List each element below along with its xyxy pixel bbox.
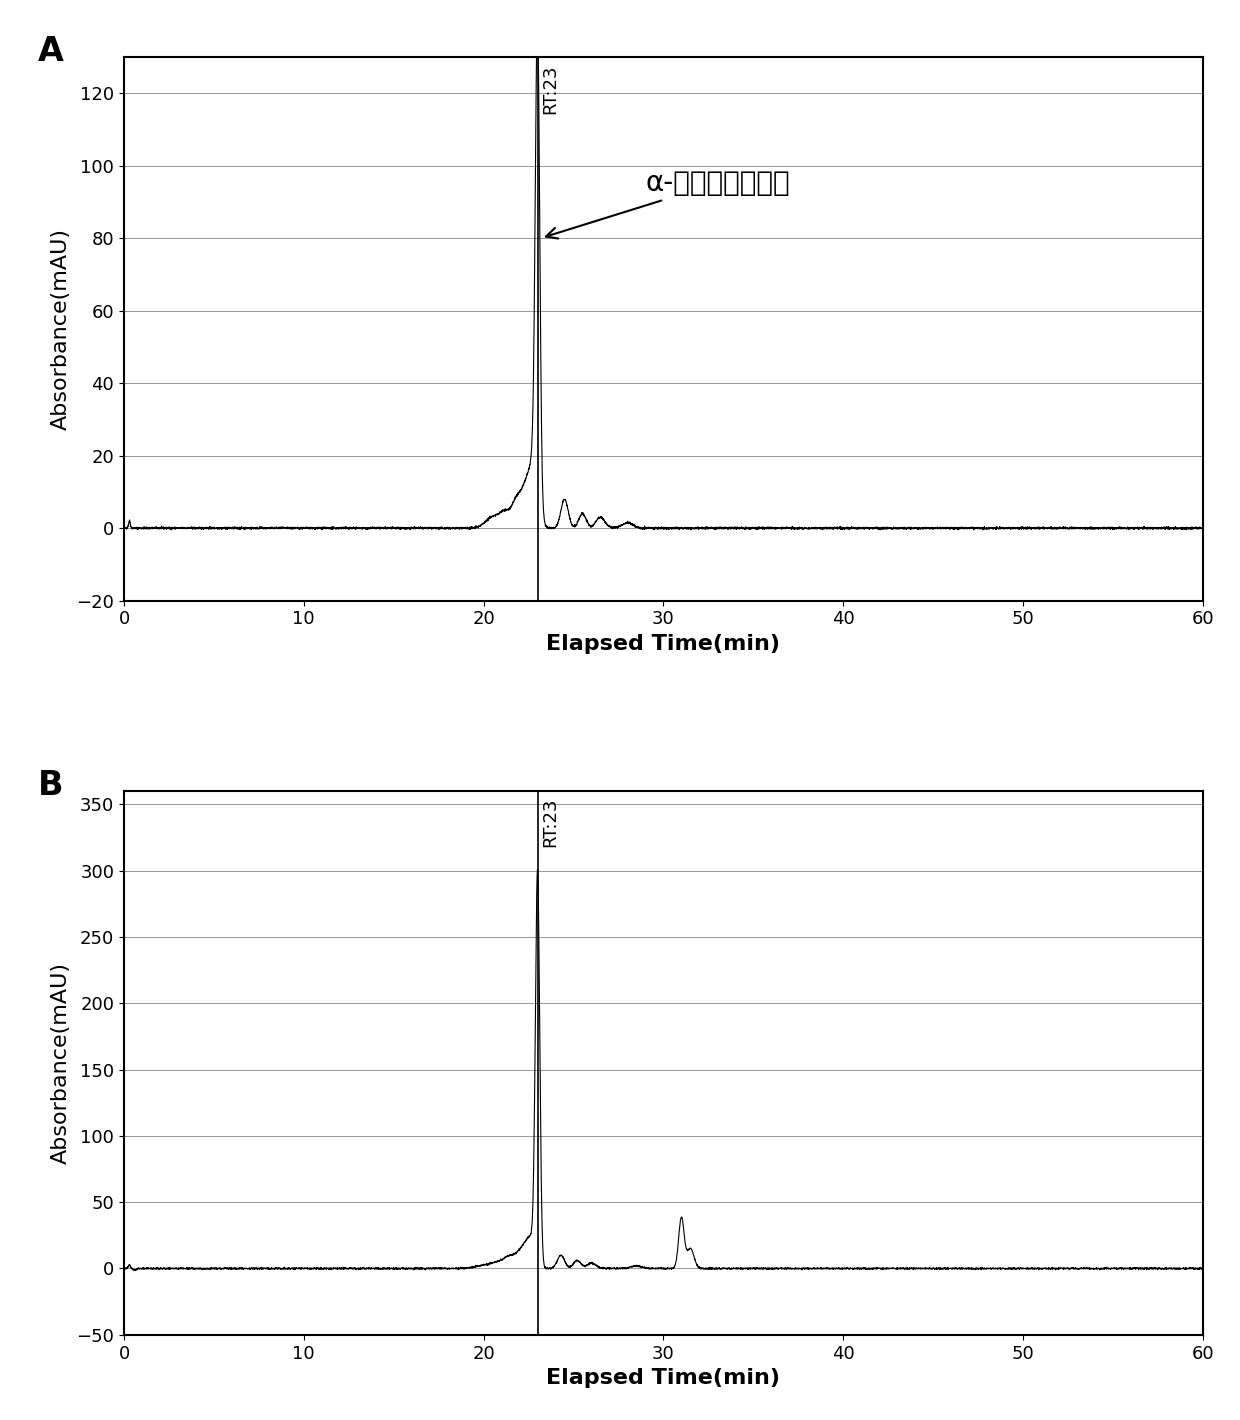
X-axis label: Elapsed Time(min): Elapsed Time(min) xyxy=(547,1367,780,1389)
Y-axis label: Absorbance(mAU): Absorbance(mAU) xyxy=(51,961,71,1164)
Text: A: A xyxy=(37,36,63,68)
Text: RT:23: RT:23 xyxy=(541,798,559,848)
Text: RT:23: RT:23 xyxy=(541,64,559,114)
Y-axis label: Absorbance(mAU): Absorbance(mAU) xyxy=(51,227,71,430)
Text: α-胡萝卜素标准品: α-胡萝卜素标准品 xyxy=(546,169,790,239)
Text: B: B xyxy=(37,770,63,802)
X-axis label: Elapsed Time(min): Elapsed Time(min) xyxy=(547,633,780,653)
